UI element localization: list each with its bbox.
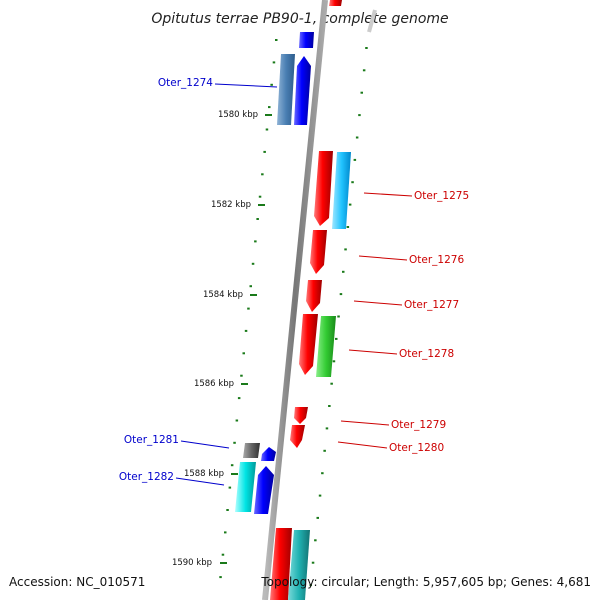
scale-ticks: 1580 kbp 1582 kbp 1584 kbp 1586 kbp 1588…	[172, 110, 272, 568]
gene-arrow-partial-bottom[interactable]	[270, 528, 292, 600]
scale-label: 1584 kbp	[203, 290, 243, 300]
gene-label-oter-1277[interactable]: Oter_1277	[404, 299, 459, 311]
scale-label: 1582 kbp	[211, 200, 251, 210]
gene-arrow-oter-1281[interactable]	[261, 447, 276, 461]
dotted-ring-arcs	[219, 39, 368, 587]
connector-oter-1278	[348, 349, 398, 355]
gene-label-oter-1280[interactable]: Oter_1280	[389, 442, 444, 454]
label-connectors	[175, 83, 413, 486]
connector-oter-1275	[363, 192, 413, 197]
genome-backbone	[262, 0, 328, 600]
gene-label-oter-1279[interactable]: Oter_1279	[391, 419, 446, 431]
gene-arrow-oter-1274-cog[interactable]	[277, 54, 295, 125]
gene-label-oter-1281[interactable]: Oter_1281	[124, 434, 179, 446]
scale-label: 1586 kbp	[194, 379, 234, 389]
gene-label-oter-1275[interactable]: Oter_1275	[414, 190, 469, 202]
connector-oter-1282	[175, 477, 225, 486]
scale-label: 1588 kbp	[184, 469, 224, 479]
gene-arrow-oter-1277[interactable]	[306, 280, 322, 312]
backbone-fragment	[367, 9, 377, 33]
gene-arrow-oter-1279[interactable]	[294, 407, 308, 424]
gene-arrow-oter-1274[interactable]	[294, 56, 311, 125]
gene-label-oter-1282[interactable]: Oter_1282	[119, 471, 174, 483]
gene-arrow-oter-1282[interactable]	[254, 466, 274, 514]
gene-arrow-partial-top[interactable]	[329, 0, 342, 6]
connector-oter-1277	[353, 300, 403, 306]
gene-arrow-oter-1281-cog[interactable]	[243, 443, 260, 458]
gene-arrow-oter-1275[interactable]	[314, 151, 333, 226]
gene-arrow-partial-top[interactable]	[299, 32, 314, 48]
connector-oter-1276	[358, 255, 408, 261]
gene-arrow-oter-1276[interactable]	[310, 230, 327, 274]
gene-arrow-oter-1278-cog[interactable]	[316, 316, 336, 377]
topology-text: Topology: circular; Length: 5,957,605 bp…	[260, 575, 591, 589]
gene-label-oter-1278[interactable]: Oter_1278	[399, 348, 454, 360]
connector-oter-1280	[337, 441, 388, 449]
gene-arrow-oter-1280[interactable]	[290, 425, 305, 448]
scale-label: 1580 kbp	[218, 110, 258, 120]
gene-arrow-oter-1278[interactable]	[299, 314, 318, 375]
connector-oter-1279	[340, 420, 390, 426]
map-title: Opitutus terrae PB90-1, complete genome	[151, 11, 448, 27]
gene-label-oter-1276[interactable]: Oter_1276	[409, 254, 464, 266]
gene-arrow-partial-bottom-cog[interactable]	[288, 530, 310, 600]
connector-oter-1274	[214, 83, 278, 88]
accession-text: Accession: NC_010571	[9, 575, 145, 589]
gene-label-oter-1274[interactable]: Oter_1274	[158, 77, 213, 89]
gene-arrow-oter-1275-cog[interactable]	[332, 152, 351, 229]
gene-arrow-oter-1282-cog[interactable]	[235, 462, 256, 512]
scale-label: 1590 kbp	[172, 558, 212, 568]
connector-oter-1281	[180, 440, 230, 449]
